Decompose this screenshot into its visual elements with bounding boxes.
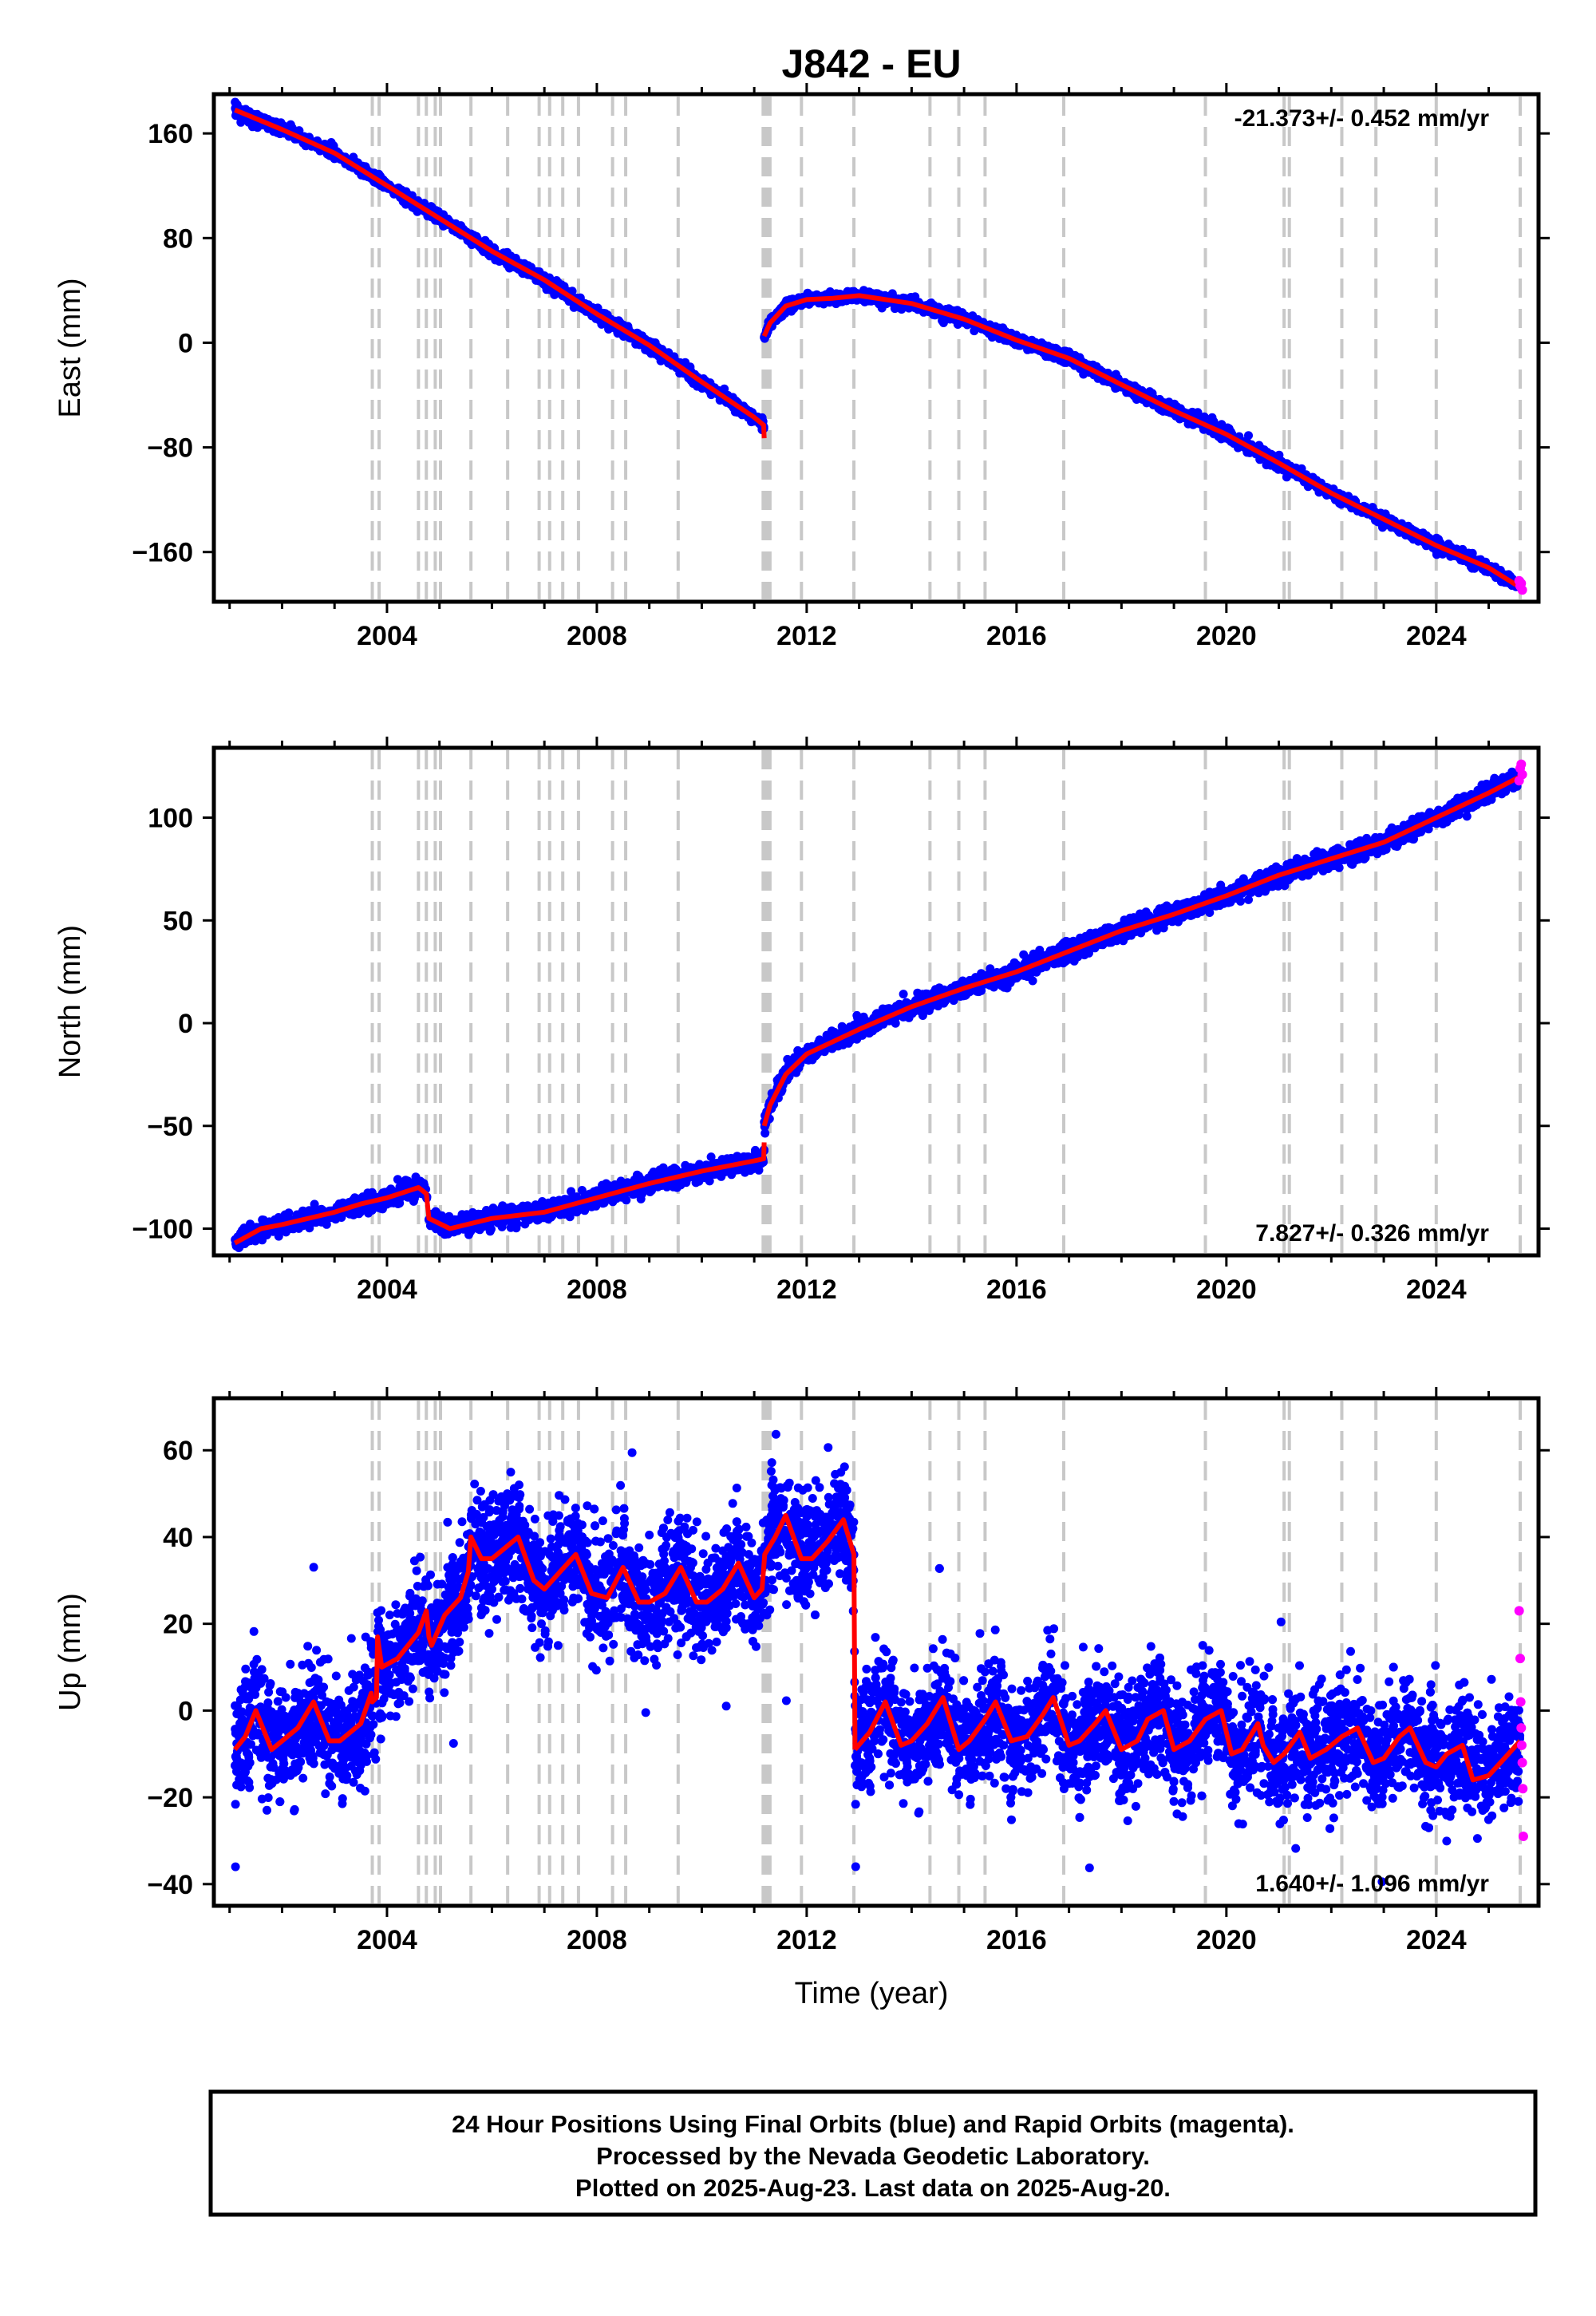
east-final-point <box>247 122 257 132</box>
east-event-lines <box>370 97 1522 599</box>
east-y-tick-label: −80 <box>147 433 193 464</box>
east-x-tick-label: 2016 <box>986 621 1047 651</box>
east-x-tick-label: 2008 <box>567 621 627 651</box>
east-y-tick-label: 0 <box>178 328 193 358</box>
east-x-tick-label: 2024 <box>1406 621 1467 651</box>
east-plot-frame <box>211 92 1541 604</box>
east-y-tick-label: 80 <box>163 223 193 254</box>
north-final-positions <box>231 767 1523 1252</box>
east-rapid-point <box>1517 585 1527 595</box>
east-y-tick-label: 160 <box>148 119 193 149</box>
east-rate-label: -21.373+/- 0.452 mm/yr <box>1235 105 1490 132</box>
north-final-point <box>706 1152 716 1162</box>
east-rapid-positions <box>1514 575 1527 595</box>
figure-title: J842 - EU <box>781 41 961 86</box>
east-model-segment <box>761 293 1522 590</box>
east-final-point <box>1244 431 1253 441</box>
east-panel: 2004 2008 2012 2016 2020 2024 160 80 0 −80 −160 Ea… <box>53 83 1550 651</box>
east-model-segment <box>234 107 767 439</box>
east-y-tick-label: −160 <box>132 538 193 568</box>
east-final-point <box>569 302 579 312</box>
east-final-point <box>877 303 887 313</box>
east-x-tick-label: 2012 <box>776 621 837 651</box>
east-x-tick-label: 2020 <box>1196 621 1257 651</box>
east-axis-ticks: 2004 2008 2012 2016 2020 2024 160 80 0 −80 −160 <box>132 83 1550 651</box>
east-axis-label: East (mm) <box>53 278 87 417</box>
north-final-point <box>549 1196 558 1206</box>
east-x-tick-label: 2004 <box>357 621 417 651</box>
